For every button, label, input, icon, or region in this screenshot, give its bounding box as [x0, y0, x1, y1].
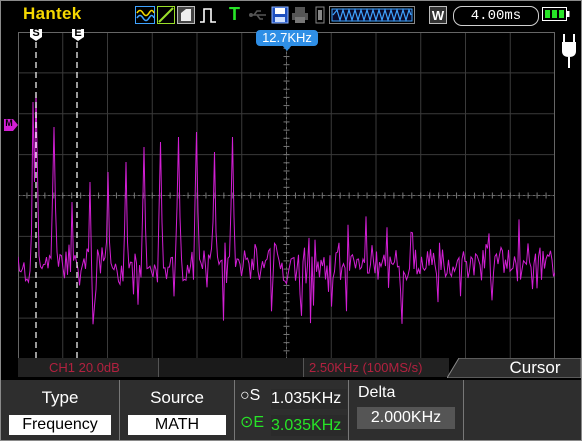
- waveform-strip-icon[interactable]: [329, 6, 415, 24]
- trigger-readout: 12.7KHz: [262, 30, 312, 45]
- source-softkey-title: Source: [150, 388, 204, 407]
- cursor-e-option-label: E: [253, 414, 265, 431]
- status-timebase-cell: [304, 358, 449, 377]
- type-softkey-value: Frequency: [9, 415, 111, 435]
- cursor-lines[interactable]: [35, 32, 78, 359]
- svg-text:W: W: [432, 8, 445, 23]
- ch-icon[interactable]: [157, 6, 175, 24]
- cursor-position-softkey[interactable]: ○S 1.035KHz ⊙E 3.035KHz: [235, 380, 349, 440]
- menu-title-tab: [447, 358, 581, 378]
- w-mode-icon[interactable]: W: [429, 6, 447, 24]
- cursor-s-option-label: S: [249, 387, 261, 404]
- math-waveform-icon[interactable]: [135, 6, 155, 24]
- status-row: CH1 20.0dB 2.50KHz (100MS/s) Cursor: [1, 358, 581, 378]
- cursor-s-tag[interactable]: [29, 28, 43, 42]
- source-softkey-value: MATH: [128, 415, 226, 435]
- empty-softkey[interactable]: [464, 380, 581, 440]
- type-softkey-title: Type: [41, 388, 79, 407]
- delta-softkey: Delta 2.000KHz: [349, 380, 464, 440]
- trigger-edge-icon[interactable]: [199, 6, 217, 24]
- cursor-s-row: ○S: [240, 387, 260, 405]
- channel-scale-readout: CH1 20.0dB: [49, 360, 120, 375]
- print-icon[interactable]: [291, 6, 309, 24]
- delta-value: 2.000KHz: [357, 407, 455, 429]
- timebase-readout[interactable]: 4.00ms: [453, 6, 539, 26]
- cursor-e-tag[interactable]: [71, 28, 85, 42]
- radio-unselected-icon: ○: [240, 387, 250, 404]
- cursor-s-label: S: [32, 27, 40, 39]
- memory-depth-icon: [315, 6, 325, 24]
- status-empty-cell: [159, 358, 304, 377]
- trigger-position-marker[interactable]: [256, 30, 318, 46]
- status-channel-cell: [18, 358, 159, 377]
- cursor-s-value: 1.035KHz: [271, 389, 347, 409]
- math-fft-trace: [18, 91, 555, 325]
- math-channel-label: M: [5, 118, 13, 128]
- save-icon[interactable]: [271, 6, 289, 24]
- cursor-e-value: 3.035KHz: [271, 415, 347, 436]
- fft-trace-line: [18, 91, 555, 325]
- cursor-e-label: E: [74, 27, 82, 39]
- brand-logo: Hantek: [23, 4, 82, 23]
- type-softkey[interactable]: Type Frequency: [1, 380, 120, 440]
- math-channel-marker[interactable]: [4, 119, 18, 131]
- probe-icon[interactable]: [177, 6, 195, 24]
- delta-title: Delta: [358, 384, 396, 401]
- plug-icon: [562, 34, 576, 68]
- softkey-bar: Type Frequency Source MATH ○S 1.035KHz ⊙…: [1, 380, 581, 440]
- source-softkey[interactable]: Source MATH: [120, 380, 235, 440]
- cursor-e-row: ⊙E: [240, 412, 264, 432]
- waveform-display[interactable]: [18, 32, 555, 359]
- trigger-pointer-icon: [282, 45, 292, 51]
- menu-title: Cursor: [509, 358, 561, 377]
- trigger-status-icon: T: [229, 4, 240, 24]
- radio-selected-icon: ⊙: [240, 414, 254, 431]
- battery-icon: [542, 7, 570, 21]
- top-status-bar: Hantek T: [1, 1, 581, 29]
- usb-icon: [249, 10, 266, 20]
- frequency-scale-readout: 2.50KHz (100MS/s): [309, 360, 423, 375]
